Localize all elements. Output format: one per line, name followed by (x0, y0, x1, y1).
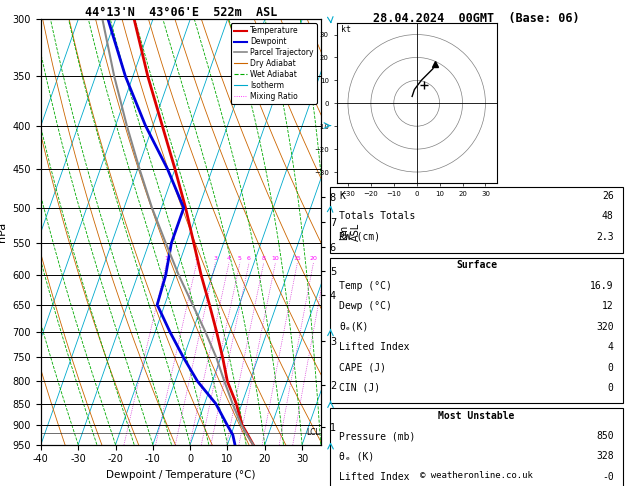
Text: CAPE (J): CAPE (J) (339, 363, 386, 373)
X-axis label: Dewpoint / Temperature (°C): Dewpoint / Temperature (°C) (106, 470, 255, 480)
Bar (330, 258, 623, 403)
Text: θₑ (K): θₑ (K) (339, 451, 374, 462)
Text: 5: 5 (238, 256, 242, 260)
Text: © weatheronline.co.uk: © weatheronline.co.uk (420, 471, 533, 480)
Text: 48: 48 (602, 211, 614, 222)
Text: 15: 15 (294, 256, 301, 260)
Text: -0: -0 (602, 472, 614, 482)
Y-axis label: km
ASL: km ASL (339, 223, 360, 241)
Text: Surface: Surface (456, 260, 497, 271)
Text: 12: 12 (602, 301, 614, 312)
Text: 4: 4 (608, 342, 614, 352)
Text: θₑ(K): θₑ(K) (339, 322, 369, 332)
Text: CIN (J): CIN (J) (339, 383, 381, 393)
Bar (330, 187, 623, 253)
Text: Lifted Index: Lifted Index (339, 342, 409, 352)
Text: Most Unstable: Most Unstable (438, 411, 515, 421)
Text: 1: 1 (165, 256, 169, 260)
Text: 3: 3 (213, 256, 218, 260)
Text: Temp (°C): Temp (°C) (339, 281, 392, 291)
Bar (330, 408, 623, 486)
Text: 2: 2 (195, 256, 199, 260)
Text: 28.04.2024  00GMT  (Base: 06): 28.04.2024 00GMT (Base: 06) (373, 12, 580, 25)
Text: 328: 328 (596, 451, 614, 462)
Text: 0: 0 (608, 383, 614, 393)
Text: 8: 8 (262, 256, 265, 260)
Text: 4: 4 (227, 256, 231, 260)
Text: 20: 20 (309, 256, 318, 260)
Text: 850: 850 (596, 431, 614, 441)
Title: 44°13'N  43°06'E  522m  ASL: 44°13'N 43°06'E 522m ASL (85, 6, 277, 19)
Text: K: K (339, 191, 345, 201)
Text: 2.3: 2.3 (596, 232, 614, 242)
Text: 26: 26 (602, 191, 614, 201)
Text: 16.9: 16.9 (590, 281, 614, 291)
Text: Dewp (°C): Dewp (°C) (339, 301, 392, 312)
Text: LCL: LCL (306, 428, 320, 437)
Text: 6: 6 (247, 256, 251, 260)
Text: 0: 0 (608, 363, 614, 373)
Text: 10: 10 (272, 256, 279, 260)
Y-axis label: hPa: hPa (0, 222, 7, 242)
Text: 320: 320 (596, 322, 614, 332)
Legend: Temperature, Dewpoint, Parcel Trajectory, Dry Adiabat, Wet Adiabat, Isotherm, Mi: Temperature, Dewpoint, Parcel Trajectory… (231, 23, 317, 104)
Text: kt: kt (341, 25, 351, 34)
Text: PW (cm): PW (cm) (339, 232, 381, 242)
Text: Pressure (mb): Pressure (mb) (339, 431, 416, 441)
Text: Lifted Index: Lifted Index (339, 472, 409, 482)
Text: Totals Totals: Totals Totals (339, 211, 416, 222)
